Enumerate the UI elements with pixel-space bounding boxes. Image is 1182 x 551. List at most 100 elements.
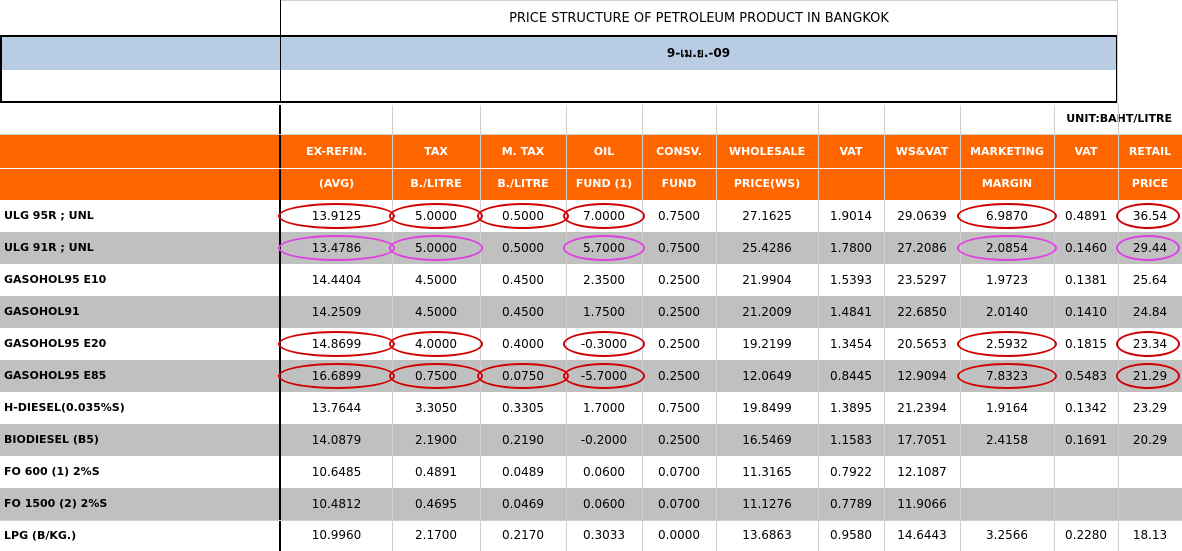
table-cell: [1118, 488, 1182, 520]
table-cell: 17.7051: [897, 433, 947, 447]
table-cell: 25.4286: [742, 241, 792, 255]
highlight-ellipse: [278, 203, 395, 229]
table-cell: 0.0600: [583, 465, 625, 479]
table-cell: 10.4812: [311, 497, 362, 511]
table-cell: 1.3895: [830, 401, 872, 415]
table-cell: 24.84: [1132, 305, 1168, 319]
table-cell: 16.5469: [742, 433, 792, 447]
highlight-ellipse: [278, 331, 395, 357]
highlight-ellipse: [563, 235, 645, 261]
table-cell: 0.0489: [502, 465, 544, 479]
table-cell: 14.0879: [311, 433, 362, 447]
table-cell: 1.4841: [830, 305, 872, 319]
table-cell: 21.2394: [897, 401, 947, 415]
table-cell: 0.2500: [658, 337, 700, 351]
table-row-label: GASOHOL95 E20: [4, 337, 107, 350]
table-cell: 12.0649: [742, 369, 792, 383]
table-cell: 0.2500: [658, 273, 700, 287]
table-cell: 2.1700: [415, 528, 457, 542]
table-cell: 1.9164: [986, 401, 1028, 415]
table-cell: 0.5483: [1065, 369, 1107, 383]
column-header-line1: VAT: [1074, 145, 1098, 158]
table-cell: 20.29: [1132, 433, 1168, 447]
table-cell: 0.0469: [502, 497, 544, 511]
column-divider: [884, 105, 885, 551]
column-header-line2: B./LITRE: [410, 177, 462, 190]
highlight-ellipse: [1116, 363, 1180, 389]
table-cell: 0.7500: [658, 241, 700, 255]
table-cell: 0.1460: [1065, 241, 1107, 255]
table-cell: 0.7922: [830, 465, 872, 479]
table-cell: 21.2009: [742, 305, 792, 319]
table-cell: 11.1276: [742, 497, 792, 511]
date-band-left: [2, 37, 280, 70]
header-frame-divider: [280, 35, 281, 103]
table-cell: 0.3305: [502, 401, 544, 415]
table-row-label: ULG 95R ; UNL: [4, 209, 94, 222]
column-divider: [1054, 105, 1055, 551]
table-cell: 3.3050: [415, 401, 457, 415]
column-divider: [818, 105, 819, 551]
column-divider: [480, 105, 481, 551]
column-header-line2: [1054, 168, 1118, 200]
table-cell: 1.9014: [830, 209, 872, 223]
column-header-line2: MARGIN: [981, 177, 1033, 190]
column-header-line2: FUND (1): [575, 177, 633, 190]
column-header-line1: CONSV.: [656, 145, 702, 158]
table-cell: 1.9723: [986, 273, 1028, 287]
highlight-ellipse: [477, 363, 569, 389]
table-cell: 2.4158: [986, 433, 1028, 447]
table-cell: 0.1691: [1065, 433, 1107, 447]
table-row-label: GASOHOL95 E10: [4, 273, 107, 286]
table-cell: 29.0639: [897, 209, 947, 223]
table-cell: 0.2500: [658, 369, 700, 383]
column-header-line1: WHOLESALE: [728, 145, 806, 158]
column-header-line1: EX-REFIN.: [306, 145, 367, 158]
table-cell: 0.4891: [1065, 209, 1107, 223]
table-cell: 0.7500: [658, 209, 700, 223]
table-cell: 11.3165: [742, 465, 792, 479]
table-row-label: FO 1500 (2) 2%S: [4, 497, 108, 510]
table-cell: 10.9960: [311, 528, 362, 542]
table-cell: 0.9580: [830, 528, 872, 542]
table-row-label: BIODIESEL (B5): [4, 433, 99, 446]
column-divider: [279, 105, 281, 551]
column-header-line2: PRICE: [1131, 177, 1169, 190]
table-cell: 4.5000: [415, 305, 457, 319]
page-title: PRICE STRUCTURE OF PETROLEUM PRODUCT IN …: [509, 11, 889, 26]
table-cell: 1.7500: [583, 305, 625, 319]
table-cell: 0.8445: [830, 369, 872, 383]
column-header-line1: WS&VAT: [895, 145, 949, 158]
table-cell: 19.2199: [742, 337, 792, 351]
column-divider: [716, 105, 717, 551]
table-cell: [960, 456, 1054, 488]
table-cell: 14.4404: [311, 273, 362, 287]
table-cell: 0.2280: [1065, 528, 1107, 542]
table-cell: 18.13: [1132, 528, 1168, 542]
table-row-label: GASOHOL95 E85: [4, 369, 107, 382]
table-cell: 0.1815: [1065, 337, 1107, 351]
table-cell: 2.3500: [583, 273, 625, 287]
highlight-ellipse: [957, 363, 1057, 389]
table-cell: 4.5000: [415, 273, 457, 287]
table-cell: 0.1342: [1065, 401, 1107, 415]
table-cell: 0.1381: [1065, 273, 1107, 287]
table-header: [0, 135, 1182, 200]
table-cell: 0.5000: [502, 241, 544, 255]
table-cell: 0.7789: [830, 497, 872, 511]
highlight-ellipse: [389, 331, 483, 357]
table-cell: 13.7644: [311, 401, 362, 415]
table-cell: 10.6485: [311, 465, 362, 479]
highlight-ellipse: [957, 235, 1057, 261]
column-divider: [960, 105, 961, 551]
table-row-label: GASOHOL91: [4, 305, 80, 318]
highlight-ellipse: [389, 363, 483, 389]
row-divider: [0, 520, 1182, 521]
column-divider: [1117, 0, 1118, 105]
column-header-line2: PRICE(WS): [733, 177, 801, 190]
unit-label: UNIT:BAHT/LITRE: [1066, 112, 1172, 125]
column-divider: [392, 105, 393, 551]
column-header-line1: MARKETING: [970, 145, 1044, 158]
table-row-band: [0, 424, 1182, 456]
column-header-line1: RETAIL: [1128, 145, 1172, 158]
